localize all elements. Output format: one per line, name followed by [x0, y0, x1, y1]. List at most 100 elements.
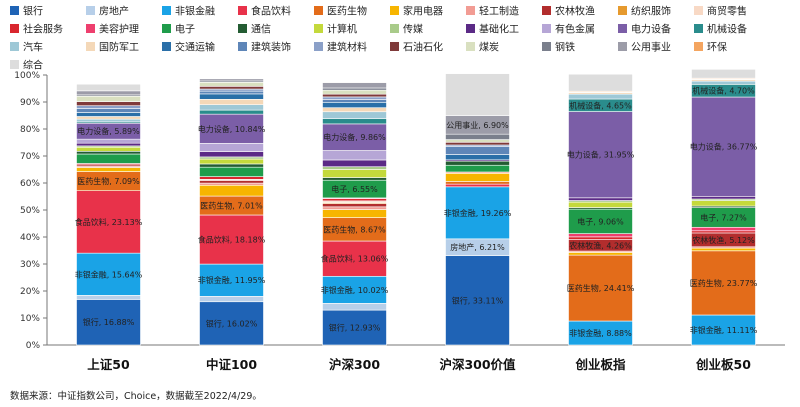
bar-segment [445, 255, 510, 346]
bar-segment [199, 81, 264, 87]
bar-segment [199, 301, 264, 346]
legend-swatch [618, 24, 627, 33]
legend-swatch [162, 6, 171, 15]
bar-segment [322, 118, 387, 125]
bar-segment [76, 116, 141, 120]
bar-segment [322, 111, 387, 119]
bar-segment [76, 90, 141, 96]
legend-label: 银行 [23, 5, 43, 18]
legend-label: 钢铁 [555, 41, 575, 54]
bar-segment [322, 209, 387, 218]
data-label: 非银金融, 19.26% [444, 208, 512, 218]
bar-segment [76, 295, 141, 300]
y-tick-label: 60% [20, 179, 40, 189]
data-label: 医药生物, 8.67% [323, 224, 386, 234]
bar-segment [445, 133, 510, 140]
legend-label: 煤炭 [479, 41, 499, 54]
y-tick-label: 90% [20, 98, 40, 108]
bar-segment [199, 151, 264, 158]
bar-segment [76, 151, 141, 155]
x-category-label: 创业板指 [574, 357, 626, 372]
bar-segment [76, 153, 141, 164]
bar-segment [322, 198, 387, 202]
legend-label: 传媒 [403, 24, 423, 36]
legend-swatch [542, 6, 551, 15]
bar-segment [199, 90, 264, 95]
bar-segment [322, 82, 387, 89]
y-tick-label: 50% [20, 206, 40, 216]
bar-segment [445, 154, 510, 161]
bar-segment [445, 164, 510, 173]
bar-segment [199, 184, 264, 197]
legend-label: 农林牧渔 [555, 5, 595, 18]
data-label: 电力设备, 5.89% [77, 126, 140, 136]
bar-segment [691, 247, 756, 252]
legend-swatch [238, 42, 247, 51]
data-label: 电力设备, 31.95% [567, 150, 635, 160]
legend-swatch [162, 24, 171, 33]
bar-segment [76, 95, 141, 102]
bar-segment [568, 252, 633, 256]
data-label: 农林牧渔, 4.26% [569, 240, 632, 250]
y-tick-label: 10% [20, 314, 40, 324]
legend-swatch [466, 42, 475, 51]
legend-label: 交通运输 [175, 41, 215, 54]
x-category-label: 创业板50 [695, 357, 751, 372]
data-label: 机械设备, 4.65% [569, 100, 632, 110]
data-label: 公用事业, 6.90% [446, 120, 509, 130]
data-label: 医药生物, 7.09% [77, 176, 140, 186]
bar-segment [322, 159, 387, 168]
chart-axes: 0% 10% 20% 30% 40% 50% 60% 70% 80% 90% 100% 上证50 中证1… [14, 71, 785, 372]
bar-segment [199, 158, 264, 165]
data-label: 房地产, 6.21% [450, 242, 505, 252]
bar-segment [322, 203, 387, 208]
legend-swatch [314, 42, 323, 51]
legend-swatch [542, 42, 551, 51]
x-category-label: 沪深300 [329, 357, 380, 372]
data-label: 医药生物, 24.41% [567, 283, 635, 293]
legend-label: 房地产 [99, 5, 129, 18]
legend-label: 石油石化 [403, 41, 443, 54]
bar-segment [691, 80, 756, 85]
bar-segment [568, 73, 633, 92]
bar-segment [76, 112, 141, 117]
data-label: 农林牧渔, 5.12% [692, 235, 755, 245]
data-label: 食品饮料, 23.13% [75, 217, 143, 227]
bar-segment [199, 93, 264, 100]
data-label: 电子, 6.55% [331, 184, 378, 194]
bar-segment [322, 177, 387, 181]
bar-segment [322, 309, 387, 346]
bar-segment [76, 108, 141, 113]
bar-segment [691, 196, 756, 200]
legend-label: 国防军工 [99, 41, 139, 54]
data-label: 非银金融, 11.95% [198, 275, 266, 285]
legend-label: 家用电器 [403, 5, 443, 18]
legend-label: 纺织服饰 [631, 5, 671, 18]
bar-segment [445, 160, 510, 166]
data-label: 电子, 9.06% [577, 216, 624, 226]
bar-segment [199, 296, 264, 303]
legend-label: 电力设备 [631, 23, 671, 36]
data-label: 非银金融, 8.88% [569, 328, 632, 338]
bar-segment [76, 146, 141, 152]
bar-segment [199, 263, 264, 297]
y-tick-label: 100% [14, 71, 40, 81]
data-label: 医药生物, 23.77% [690, 278, 758, 288]
y-tick-label: 0% [26, 341, 41, 351]
bar-segment [445, 186, 510, 240]
y-tick-label: 40% [20, 233, 40, 243]
bar-segment [322, 107, 387, 113]
bar-segment [568, 197, 633, 201]
bar-segment [691, 69, 756, 79]
bar-segment [199, 113, 264, 144]
data-label: 非银金融, 11.11% [690, 325, 758, 335]
bar-segment [568, 93, 633, 100]
bar-segment [322, 303, 387, 311]
legend-label: 非银金融 [175, 5, 215, 18]
bar-segment [445, 173, 510, 182]
data-label: 电力设备, 10.84% [198, 124, 266, 134]
chart-legend: 银行 房地产 非银金融 食品饮料 医药生物 家用电器 轻工制造 农林牧渔 纺织服饰 商贸零售社会服… [10, 5, 747, 72]
bar-segment [199, 143, 264, 152]
legend-swatch [390, 6, 399, 15]
legend-swatch [466, 6, 475, 15]
